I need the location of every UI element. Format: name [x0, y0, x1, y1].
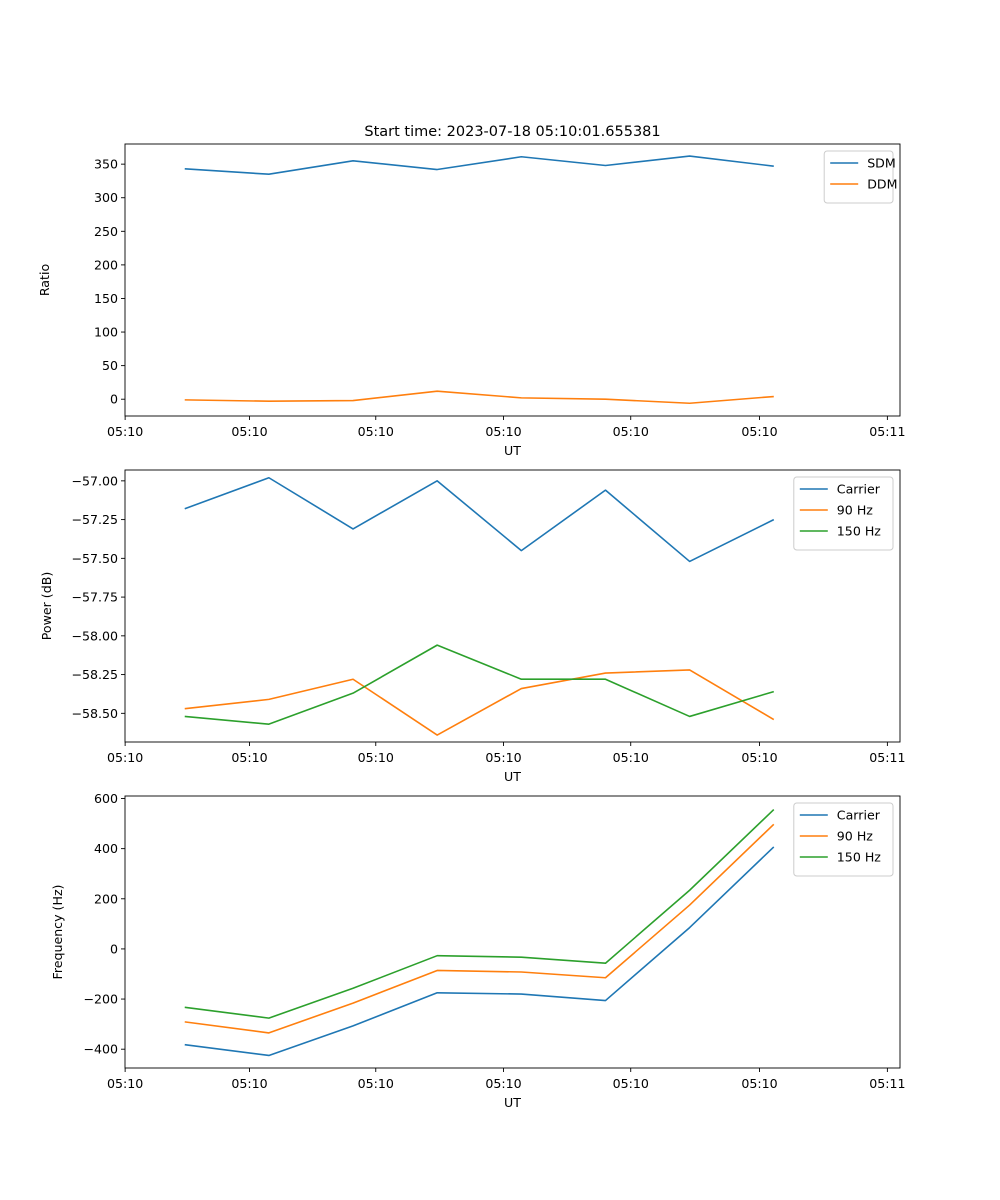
- x-tick-label: 05:11: [869, 750, 905, 765]
- series-line-90-hz: [184, 823, 775, 1034]
- subplot-2: −58.50 −58.25 −58.00 −57.75 −57.50 −57.25 −57.…: [39, 469, 906, 784]
- y-tick-label: 150: [94, 291, 118, 306]
- chart-title: Start time: 2023-07-18 05:10:01.655381: [364, 124, 660, 140]
- legend-box: [823, 150, 894, 204]
- x-tick-label: 05:10: [358, 1076, 394, 1091]
- subplot-1: Start time: 2023-07-18 05:10:01.65538105…: [37, 124, 906, 458]
- y-tick-label: 50: [102, 358, 118, 373]
- series-line-carrier: [184, 846, 775, 1057]
- axes-frame: [124, 469, 901, 743]
- x-tick-label: 05:10: [107, 750, 143, 765]
- series-line-sdm: [184, 155, 774, 176]
- series-group: [184, 808, 775, 1057]
- y-tick-label: −57.25: [71, 512, 118, 527]
- y-tick-label: 250: [94, 224, 118, 239]
- series-line-150-hz: [184, 644, 775, 725]
- legend-label-90-hz: 90 Hz: [837, 503, 873, 518]
- legend-label-90-hz: 90 Hz: [837, 829, 873, 844]
- x-axis-label: UT: [504, 443, 521, 458]
- subplot-3: −400 −200 0 200 400 600 05:10 05:10 05:10 05:10 05…: [50, 791, 906, 1110]
- y-tick-label: 350: [94, 157, 118, 172]
- y-axis-label: Ratio: [37, 264, 52, 297]
- x-tick-label: 05:10: [485, 1076, 521, 1091]
- y-tick-label: 300: [94, 190, 118, 205]
- y-tick-label: 0: [110, 941, 118, 956]
- series-group: [184, 476, 775, 736]
- x-tick-label: 05:10: [613, 1076, 649, 1091]
- x-tick-label: 05:10: [485, 750, 521, 765]
- legend: Carrier 90 Hz 150 Hz: [793, 802, 894, 877]
- series-line-90-hz: [184, 669, 775, 736]
- legend-label-carrier: Carrier: [837, 808, 881, 823]
- y-axis-label: Frequency (Hz): [50, 885, 65, 980]
- axes-frame: [124, 795, 901, 1069]
- x-tick-label: 05:10: [231, 1076, 267, 1091]
- legend-label-150-hz: 150 Hz: [837, 524, 882, 539]
- x-tick-label: 05:10: [741, 424, 777, 439]
- y-tick-label: 200: [94, 257, 118, 272]
- series-line-150-hz: [184, 808, 775, 1019]
- series-group: [184, 155, 774, 405]
- y-tick-label: −200: [83, 992, 118, 1007]
- y-tick-label: −57.75: [71, 590, 118, 605]
- x-tick-label: 05:10: [741, 1076, 777, 1091]
- y-tick-label: 600: [94, 791, 118, 806]
- y-tick-label: 400: [94, 841, 118, 856]
- x-tick-label: 05:10: [107, 1076, 143, 1091]
- y-tick-label: −57.00: [71, 473, 118, 488]
- series-line-carrier: [184, 476, 775, 563]
- x-tick-label: 05:10: [107, 424, 143, 439]
- x-tick-label: 05:10: [741, 750, 777, 765]
- y-tick-label: 0: [110, 392, 118, 407]
- x-tick-label: 05:10: [613, 750, 649, 765]
- legend: SDM DDM: [823, 150, 897, 204]
- x-tick-label: 05:10: [231, 424, 267, 439]
- y-tick-label: 100: [94, 325, 118, 340]
- x-tick-label: 05:10: [231, 750, 267, 765]
- legend-label-carrier: Carrier: [837, 482, 881, 497]
- legend-label-sdm: SDM: [867, 156, 896, 171]
- x-axis-label: UT: [504, 769, 521, 784]
- x-tick-label: 05:10: [358, 750, 394, 765]
- x-axis-label: UT: [504, 1095, 521, 1110]
- x-tick-label: 05:11: [869, 1076, 905, 1091]
- y-axis-label: Power (dB): [39, 572, 54, 641]
- series-line-ddm: [184, 390, 774, 405]
- y-tick-label: −400: [83, 1042, 118, 1057]
- x-tick-label: 05:10: [358, 424, 394, 439]
- y-tick-label: −58.50: [71, 706, 118, 721]
- y-tick-label: −58.25: [71, 667, 118, 682]
- y-tick-label: −58.00: [71, 628, 118, 643]
- legend-label-ddm: DDM: [867, 177, 897, 192]
- x-tick-label: 05:11: [869, 424, 905, 439]
- axes-frame: [124, 143, 901, 417]
- legend: Carrier 90 Hz 150 Hz: [793, 476, 894, 551]
- y-tick-label: −57.50: [71, 551, 118, 566]
- y-tick-label: 200: [94, 891, 118, 906]
- x-tick-label: 05:10: [485, 424, 521, 439]
- x-tick-label: 05:10: [613, 424, 649, 439]
- legend-label-150-hz: 150 Hz: [837, 850, 882, 865]
